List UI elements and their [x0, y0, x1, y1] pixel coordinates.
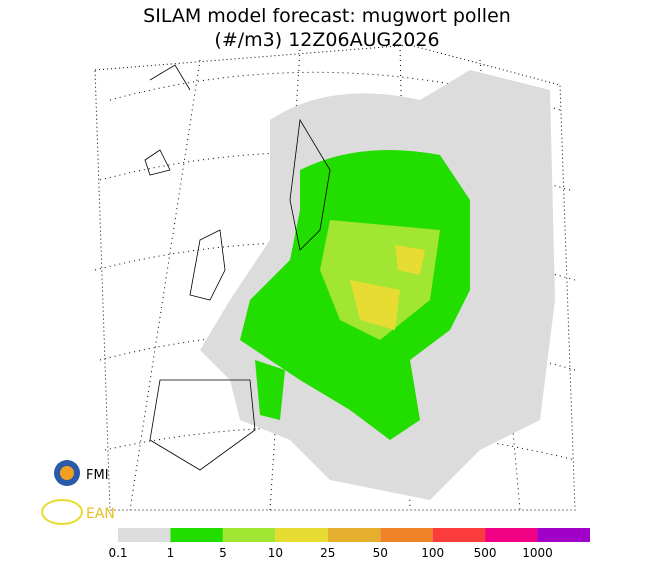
- coastline: [144, 64, 331, 471]
- legend-label: 500: [474, 546, 497, 560]
- title: SILAM model forecast: mugwort pollen: [143, 5, 511, 27]
- subtitle: (#/m3) 12Z06AUG2026: [214, 29, 439, 51]
- legend-swatch: [432, 528, 486, 542]
- legend: 0.1 1 5 10 25 50 100 500 1000: [108, 528, 590, 560]
- map: [94, 44, 576, 511]
- ean-logo: EAN: [41, 499, 115, 525]
- legend-swatch: [380, 528, 433, 542]
- pollen-area: [350, 280, 400, 330]
- legend-swatch: [485, 528, 538, 542]
- legend-swatch: [275, 528, 328, 542]
- pollen-area: [255, 360, 285, 420]
- fmi-logo: FMI: [54, 460, 109, 486]
- legend-label: 5: [219, 546, 227, 560]
- fmi-icon: [60, 466, 74, 480]
- ean-icon: [41, 499, 83, 525]
- fmi-text: FMI: [86, 468, 109, 483]
- legend-swatch: [170, 528, 223, 542]
- legend-swatch: [222, 528, 276, 542]
- legend-label: 1000: [522, 546, 553, 560]
- legend-label: 50: [373, 546, 388, 560]
- legend-label: 100: [421, 546, 444, 560]
- legend-swatch: [537, 528, 590, 542]
- legend-swatch: [327, 528, 381, 542]
- pollen-area: [395, 245, 425, 275]
- legend-label: 1: [167, 546, 175, 560]
- legend-label: 10: [268, 546, 283, 560]
- legend-swatch: [118, 528, 171, 542]
- ean-text: EAN: [86, 506, 115, 522]
- legend-label: 0.1: [108, 546, 127, 560]
- legend-label: 25: [320, 546, 335, 560]
